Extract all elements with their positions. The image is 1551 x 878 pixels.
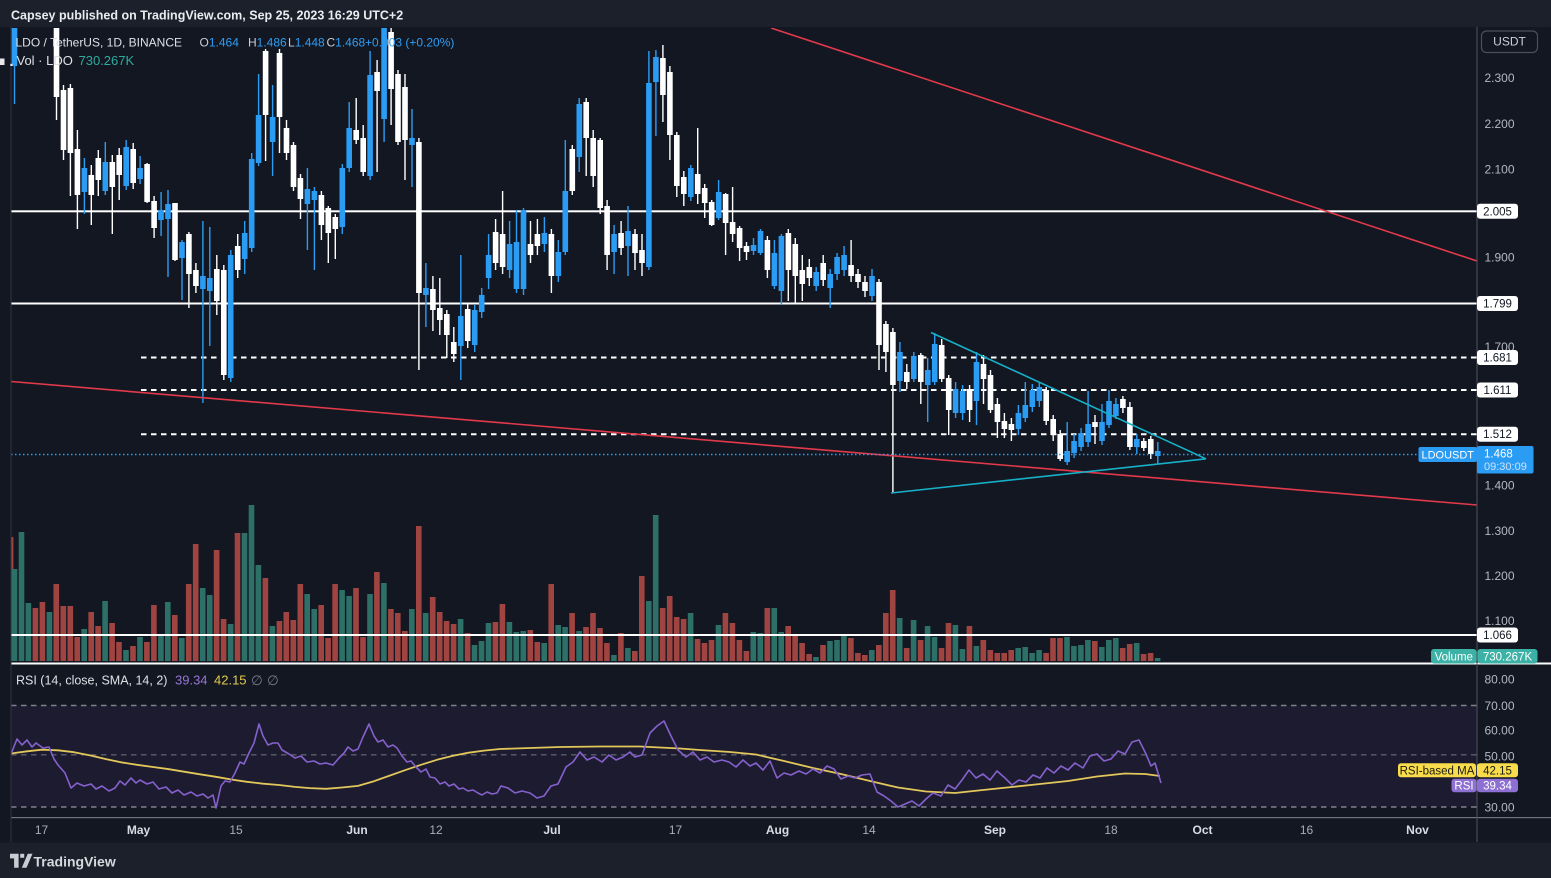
svg-text:1.200: 1.200 [1485,569,1515,583]
svg-text:1.400: 1.400 [1485,479,1515,493]
svg-text:730.267K: 730.267K [79,53,135,68]
svg-text:1.512: 1.512 [1483,429,1512,441]
svg-text:RSI: RSI [1454,780,1473,792]
svg-text:LDOUSDT: LDOUSDT [1421,450,1474,462]
svg-text:1.100: 1.100 [1485,614,1515,628]
svg-text:Jul: Jul [543,823,560,837]
svg-text:42.15: 42.15 [1483,765,1512,777]
svg-text:39.34: 39.34 [1483,780,1512,792]
svg-text:17: 17 [669,823,683,837]
svg-text:1.300: 1.300 [1485,524,1515,538]
svg-text:∅: ∅ [251,673,263,688]
svg-text:1.468: 1.468 [1484,449,1513,461]
svg-text:Oct: Oct [1192,823,1212,837]
svg-text:Vol · LDO: Vol · LDO [17,53,73,68]
svg-text:TradingView: TradingView [34,854,116,870]
svg-text:2.005: 2.005 [1483,206,1512,218]
svg-text:60.00: 60.00 [1485,724,1515,738]
svg-text:17: 17 [35,823,49,837]
svg-text:Capsey published on TradingVie: Capsey published on TradingView.com, Sep… [11,9,403,23]
svg-text:Sep: Sep [984,823,1006,837]
svg-text:RSI-based MA: RSI-based MA [1400,765,1475,777]
svg-text:42.15: 42.15 [214,673,247,688]
svg-text:1.681: 1.681 [1483,353,1512,365]
svg-text:2.100: 2.100 [1485,162,1515,176]
svg-text:Volume: Volume [1435,651,1473,663]
svg-text:730.267K: 730.267K [1483,651,1533,663]
svg-text:1.799: 1.799 [1483,299,1512,311]
svg-text:∅: ∅ [267,673,279,688]
svg-text:Aug: Aug [766,823,789,837]
svg-text:80.00: 80.00 [1485,673,1515,687]
svg-text:30.00: 30.00 [1485,800,1515,814]
svg-text:50.00: 50.00 [1485,749,1515,763]
svg-text:2.300: 2.300 [1485,71,1515,85]
svg-text:16: 16 [1300,823,1314,837]
svg-text:15: 15 [229,823,243,837]
svg-text:14: 14 [862,823,876,837]
svg-text:1.900: 1.900 [1485,250,1515,264]
svg-text:1.611: 1.611 [1484,385,1512,397]
svg-text:Nov: Nov [1406,823,1429,837]
svg-text:18: 18 [1104,823,1118,837]
svg-text:39.34: 39.34 [175,673,208,688]
svg-text:70.00: 70.00 [1485,699,1515,713]
svg-text:RSI (14, close, SMA, 14, 2): RSI (14, close, SMA, 14, 2) [16,674,167,688]
svg-text:May: May [127,823,151,837]
svg-text:2.200: 2.200 [1485,117,1515,131]
svg-text:1.066: 1.066 [1483,630,1512,642]
svg-text:12: 12 [429,823,443,837]
svg-text:Jun: Jun [346,823,367,837]
svg-text:USDT: USDT [1493,35,1526,49]
svg-text:09:30:09: 09:30:09 [1484,461,1527,473]
